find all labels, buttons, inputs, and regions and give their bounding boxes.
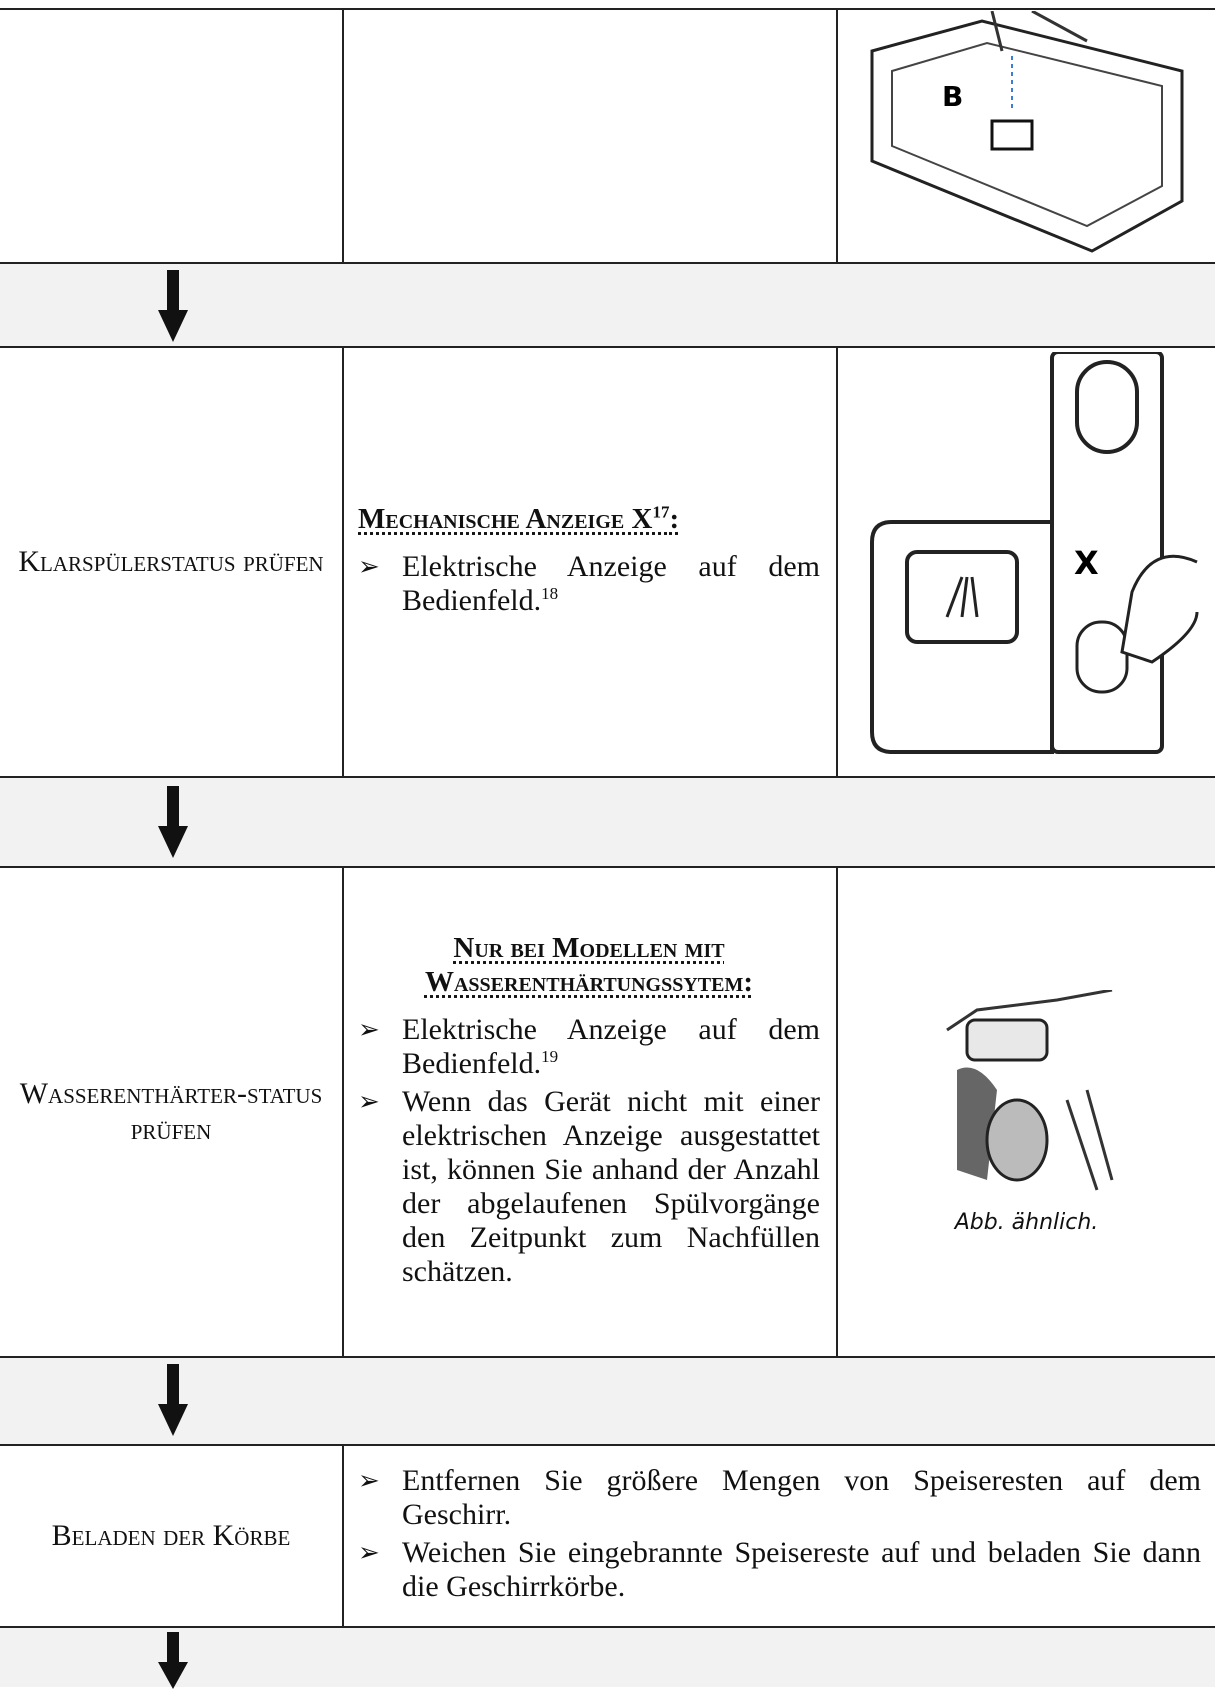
heading-text: Mechanische Anzeige X xyxy=(358,503,653,535)
text-cell: Mechanische Anzeige X17: Elektrische Anz… xyxy=(344,348,838,776)
bullet-text: Elektrische Anzeige auf dem Bedienfeld. xyxy=(402,1013,820,1080)
step-row: Wasserenthärter-status prüfen Nur bei Mo… xyxy=(0,866,1215,1356)
illustration-dispenser: X xyxy=(869,352,1198,754)
step-label: Wasserenthärter-status prüfen xyxy=(0,868,344,1356)
bullet-list: Elektrische Anzeige auf dem Bedienfeld.1… xyxy=(358,1013,820,1293)
bullet-text: Elektrische Anzeige auf dem Bedienfeld. xyxy=(402,550,820,617)
arrow-row xyxy=(0,1626,1215,1689)
image-cell: B xyxy=(838,10,1215,262)
bullet-list: Elektrische Anzeige auf dem Bedienfeld.1… xyxy=(358,550,820,622)
down-arrow xyxy=(158,270,188,342)
image-cell: Abb. ähnlich. xyxy=(838,868,1215,1356)
bullet: Wenn das Gerät nicht mit einer elektrisc… xyxy=(358,1085,820,1289)
arrow-row xyxy=(0,262,1215,346)
svg-text:B: B xyxy=(942,80,963,113)
down-arrow xyxy=(158,1632,188,1689)
heading-text: : xyxy=(669,503,680,535)
down-arrow xyxy=(158,786,188,858)
footnote: 19 xyxy=(541,1047,559,1066)
heading: Mechanische Anzeige X17: xyxy=(358,502,820,536)
step-label: Beladen der Körbe xyxy=(0,1446,344,1626)
step-row: Klarspülerstatus prüfen Mechanische Anze… xyxy=(0,346,1215,776)
bullet-list: Entfernen Sie größere Mengen von Speiser… xyxy=(358,1464,1201,1608)
footnote: 18 xyxy=(541,584,559,603)
image-cell: X xyxy=(838,348,1215,776)
footnote: 17 xyxy=(652,502,670,522)
step-label: Klarspülerstatus prüfen xyxy=(0,348,344,776)
label-cell xyxy=(0,10,344,262)
illustration-door: B xyxy=(870,11,1183,253)
down-arrow xyxy=(158,1364,188,1436)
caption: Abb. ähnlich. xyxy=(954,1209,1099,1235)
heading: Nur bei Modellen mit Wasserenthärtungssy… xyxy=(424,932,754,998)
text-cell: Entfernen Sie größere Mengen von Speiser… xyxy=(344,1446,1215,1626)
arrow-row xyxy=(0,776,1215,866)
bullet: Elektrische Anzeige auf dem Bedienfeld.1… xyxy=(358,1013,820,1081)
illustration-softener xyxy=(945,989,1113,1190)
arrow-row xyxy=(0,1356,1215,1444)
step-row: Beladen der Körbe Entfernen Sie größere … xyxy=(0,1444,1215,1626)
step-row: B xyxy=(0,8,1215,262)
text-cell: Nur bei Modellen mit Wasserenthärtungssy… xyxy=(344,868,838,1356)
bullet: Weichen Sie eingebrannte Speisereste auf… xyxy=(358,1536,1201,1604)
svg-text:X: X xyxy=(1074,544,1099,582)
bullet: Elektrische Anzeige auf dem Bedienfeld.1… xyxy=(358,550,820,618)
bullet: Entfernen Sie größere Mengen von Speiser… xyxy=(358,1464,1201,1532)
text-cell xyxy=(344,10,838,262)
